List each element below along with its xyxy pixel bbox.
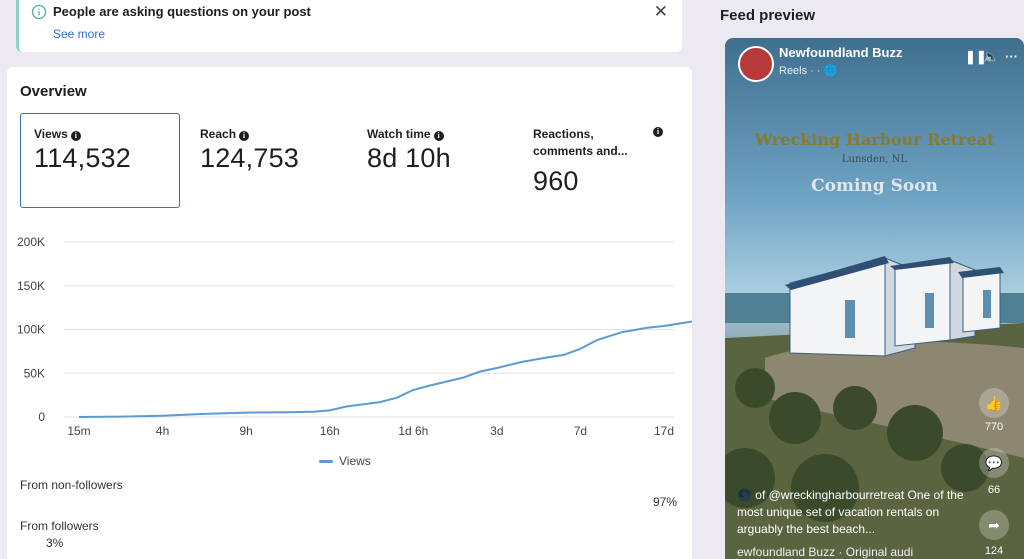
y-tick-label: 0: [38, 410, 45, 424]
metric-reactions-value: 960: [533, 166, 579, 196]
info-icon: i: [433, 131, 444, 141]
hero-location: Lunsden, NL: [841, 154, 908, 165]
comment-icon[interactable]: 💬: [979, 448, 1009, 478]
metric-reach[interactable]: Reach i 124,753: [187, 113, 337, 208]
reel-scene-image: [725, 256, 1024, 559]
pause-icon[interactable]: ❚❚: [965, 49, 987, 64]
overview-title: Overview: [20, 83, 87, 100]
overview-card: Overview Views i 114,532 Reach i 124,753 W…: [7, 67, 692, 559]
legend-swatch: [319, 459, 333, 463]
reel-caption[interactable]: 🌑 of @wreckingharbourretreat One of the …: [737, 488, 964, 536]
x-tick-label: 16h: [320, 424, 340, 438]
metric-watch-time-value: 8d 10h: [367, 143, 451, 173]
see-more-link[interactable]: See more: [53, 27, 106, 41]
volume-icon[interactable]: 🔈: [983, 49, 1000, 64]
non-followers-label: From non-followers: [20, 478, 123, 492]
x-tick-label: 3d: [490, 424, 503, 438]
y-tick-label: 50K: [24, 366, 45, 380]
x-tick-label: 9h: [239, 424, 252, 438]
share-count: 124: [984, 545, 1004, 557]
non-followers-pct: 97%: [653, 495, 678, 509]
metric-views[interactable]: Views i 114,532: [20, 113, 180, 208]
x-tick-label: 15m: [67, 424, 90, 438]
info-icon: i: [653, 127, 663, 137]
metric-reach-value: 124,753: [200, 143, 299, 173]
page-avatar[interactable]: [738, 46, 774, 82]
notification-title: People are asking questions on your post: [53, 4, 311, 19]
x-tick-label: 7d: [574, 424, 587, 438]
reel-preview[interactable]: Newfoundland Buzz Reels · · 🌐 ❚❚ 🔈 ··· W…: [725, 38, 1024, 559]
close-icon[interactable]: ✕: [653, 2, 668, 21]
share-icon[interactable]: ➦: [979, 510, 1009, 540]
metric-watch-time[interactable]: Watch time i 8d 10h: [354, 113, 504, 208]
followers-pct: 3%: [46, 536, 64, 550]
y-tick-label: 100K: [17, 323, 45, 337]
metric-watch-time-label: Watch time: [367, 127, 431, 141]
metric-reactions[interactable]: Reactions, comments and... i 960: [520, 113, 680, 208]
x-tick-label: 4h: [156, 424, 169, 438]
page-name[interactable]: Newfoundland Buzz: [779, 45, 903, 60]
y-tick-label: 150K: [17, 279, 45, 293]
hero-title: Wrecking Harbour Retreat: [754, 130, 995, 149]
info-icon: [31, 4, 47, 20]
followers-label: From followers: [20, 519, 99, 533]
series-line-views: [78, 320, 692, 418]
legend-label: Views: [339, 454, 371, 468]
y-tick-label: 200K: [17, 235, 45, 249]
chart-legend: Views: [319, 454, 371, 468]
metric-reach-label: Reach: [200, 127, 237, 141]
globe-icon: 🌐: [823, 65, 838, 77]
comment-count: 66: [987, 484, 1001, 496]
more-icon[interactable]: ···: [1005, 49, 1018, 64]
like-count: 770: [984, 421, 1004, 433]
metric-views-label: Views: [34, 127, 68, 141]
x-tick-label: 1d 6h: [398, 424, 428, 438]
info-icon: i: [70, 131, 81, 141]
reel-subtitle: Reels · · 🌐: [779, 65, 838, 77]
like-icon[interactable]: 👍: [979, 388, 1009, 418]
views-line-chart: 0 50K 100K 150K 200K 15m 4h 9h 16h 1d 6h 3d 7d 17d: [17, 235, 692, 438]
hero-coming-soon: Coming Soon: [811, 176, 938, 196]
reel-audio[interactable]: ewfoundland Buzz · Original audi: [737, 545, 914, 559]
feed-preview-title: Feed preview: [720, 7, 816, 24]
info-icon: i: [239, 131, 250, 141]
metric-reactions-label: Reactions, comments and...: [533, 127, 628, 158]
x-tick-label: 17d: [654, 424, 674, 438]
notification-banner: People are asking questions on your post…: [16, 0, 682, 52]
metric-views-value: 114,532: [34, 143, 131, 173]
